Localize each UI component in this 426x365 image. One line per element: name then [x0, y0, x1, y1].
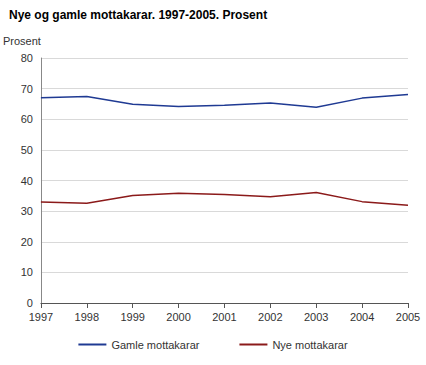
- svg-text:2005: 2005: [396, 311, 420, 323]
- svg-text:70: 70: [21, 83, 33, 95]
- svg-text:80: 80: [21, 52, 33, 64]
- svg-text:20: 20: [21, 236, 33, 248]
- svg-text:Nye og gamle mottakarar. 1997-: Nye og gamle mottakarar. 1997-2005. Pros…: [9, 8, 267, 22]
- svg-text:2004: 2004: [350, 311, 374, 323]
- svg-text:1997: 1997: [29, 311, 53, 323]
- svg-text:2002: 2002: [258, 311, 282, 323]
- svg-text:Gamle mottakarar: Gamle mottakarar: [111, 339, 199, 351]
- svg-text:Prosent: Prosent: [3, 35, 41, 47]
- svg-text:10: 10: [21, 266, 33, 278]
- svg-text:1998: 1998: [75, 311, 99, 323]
- svg-text:30: 30: [21, 205, 33, 217]
- svg-text:50: 50: [21, 144, 33, 156]
- svg-text:40: 40: [21, 175, 33, 187]
- svg-text:0: 0: [27, 297, 33, 309]
- svg-text:1999: 1999: [120, 311, 144, 323]
- svg-text:2003: 2003: [304, 311, 328, 323]
- svg-text:2000: 2000: [166, 311, 190, 323]
- svg-text:60: 60: [21, 113, 33, 125]
- svg-text:2001: 2001: [212, 311, 236, 323]
- svg-text:Nye mottakarar: Nye mottakarar: [272, 339, 348, 351]
